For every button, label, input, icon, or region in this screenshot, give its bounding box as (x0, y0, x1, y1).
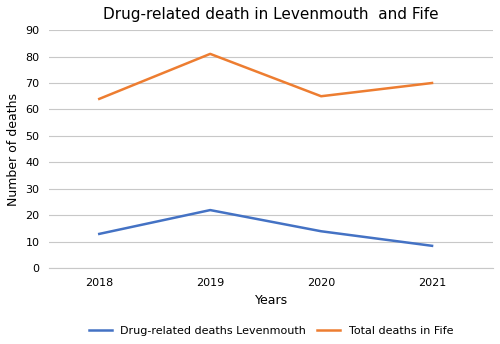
Title: Drug-related death in Levenmouth  and Fife: Drug-related death in Levenmouth and Fif… (104, 7, 439, 22)
Drug-related deaths Levenmouth (207, 208, 213, 212)
Legend: Drug-related deaths Levenmouth, Total deaths in Fife: Drug-related deaths Levenmouth, Total de… (85, 322, 458, 341)
Y-axis label: Number of deaths: Number of deaths (7, 93, 20, 206)
Line: Drug-related deaths Levenmouth: Drug-related deaths Levenmouth (100, 210, 432, 246)
Total deaths in Fife (96, 97, 102, 101)
Drug-related deaths Levenmouth (429, 244, 435, 248)
Drug-related deaths Levenmouth (318, 229, 324, 233)
Drug-related deaths Levenmouth (96, 232, 102, 236)
Total deaths in Fife (318, 94, 324, 98)
Line: Total deaths in Fife: Total deaths in Fife (100, 54, 432, 99)
X-axis label: Years: Years (254, 293, 288, 307)
Total deaths in Fife (429, 81, 435, 85)
Total deaths in Fife (207, 52, 213, 56)
